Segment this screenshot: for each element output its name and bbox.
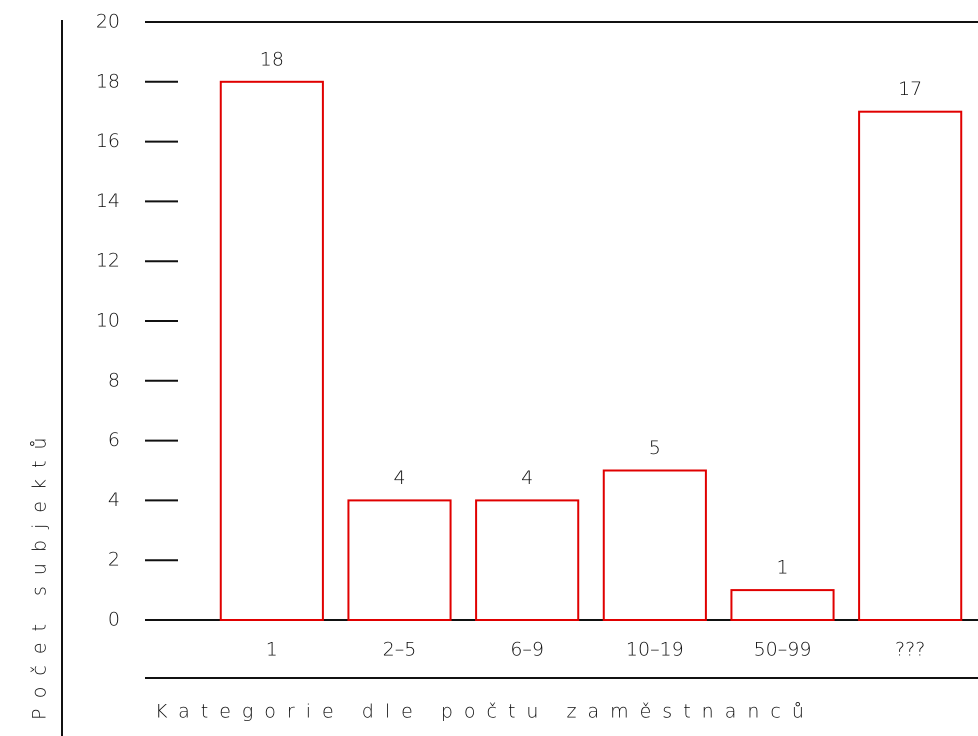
bar [219, 80, 324, 622]
value-label: 18 [260, 48, 284, 70]
bar [602, 469, 707, 621]
y-tick-label: 8 [108, 369, 120, 391]
bar [475, 499, 580, 621]
x-tick-label: ??? [895, 639, 925, 661]
y-tick-label: 20 [96, 11, 120, 33]
y-tick-label: 18 [96, 70, 120, 92]
x-axis-label: Kategorie dle počtu zaměstnanců [155, 701, 815, 723]
y-tick-label: 14 [96, 190, 120, 212]
y-tick-label: 10 [96, 310, 120, 332]
value-label: 17 [898, 78, 922, 100]
x-tick-label: 10–19 [626, 639, 684, 661]
y-tick-label: 4 [108, 489, 120, 511]
y-tick-label: 0 [108, 609, 120, 631]
x-tick-label: 6–9 [510, 639, 544, 661]
y-axis-label: Počet subjektů [29, 427, 51, 721]
bar [347, 499, 452, 621]
y-tick-label: 12 [96, 250, 120, 272]
x-tick-label: 50–99 [754, 639, 812, 661]
value-label: 4 [521, 467, 533, 489]
y-tick-label: 16 [96, 130, 120, 152]
x-tick-label: 1 [266, 639, 278, 661]
value-label: 4 [393, 467, 405, 489]
y-tick-label: 2 [108, 549, 120, 571]
bar [730, 589, 835, 621]
value-label: 1 [776, 557, 788, 579]
y-tick-label: 6 [108, 429, 120, 451]
value-label: 5 [649, 437, 661, 459]
bar [858, 110, 963, 621]
x-tick-label: 2–5 [383, 639, 417, 661]
